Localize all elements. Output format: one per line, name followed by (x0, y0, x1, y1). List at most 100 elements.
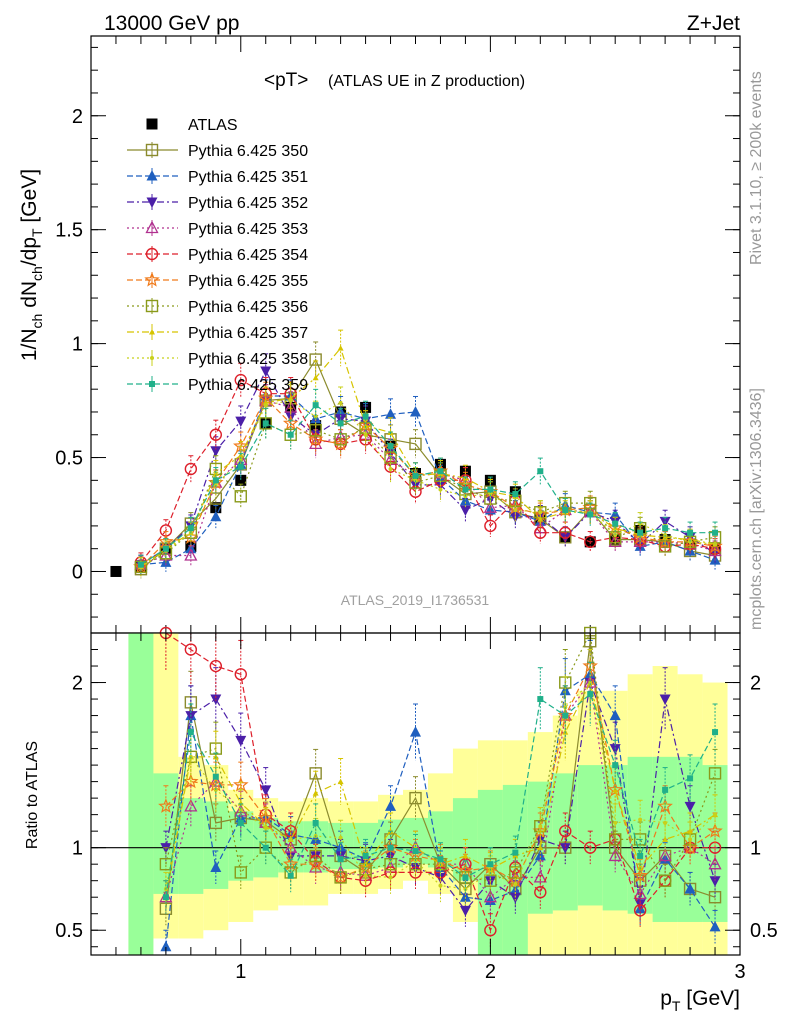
data-point (512, 491, 519, 498)
y-tick-label-right: 0.5 (750, 920, 778, 942)
data-point (312, 402, 319, 409)
data-point (487, 486, 494, 493)
series-line (165, 630, 716, 882)
data-point (387, 844, 394, 851)
ratio-ylabel: Ratio to ATLAS (24, 741, 41, 849)
data-point (338, 835, 343, 840)
data-point (363, 873, 368, 878)
data-point (184, 798, 198, 812)
data-point (184, 548, 198, 561)
data-point (210, 861, 222, 872)
series-line (140, 422, 716, 568)
y-tick-label: 2 (72, 106, 83, 128)
band-green (178, 798, 204, 894)
data-point (412, 847, 419, 854)
data-point (688, 837, 693, 842)
data-point (613, 820, 618, 825)
data-point (537, 696, 544, 703)
data-point (312, 790, 319, 796)
data-point (162, 545, 169, 552)
data-point (637, 864, 644, 870)
legend-entry: Pythia 6.425 352 (127, 194, 308, 212)
data-point (659, 694, 671, 706)
data-point (282, 415, 299, 430)
data-point (385, 800, 397, 811)
data-point (632, 867, 648, 883)
y-tick-label: 0.5 (55, 920, 83, 942)
legend-marker (149, 381, 155, 387)
data-point (488, 492, 493, 497)
x-tick-label: 3 (734, 961, 745, 983)
data-point (712, 729, 719, 736)
data-point (588, 680, 593, 685)
legend-label: Pythia 6.425 350 (188, 143, 308, 160)
data-point (559, 824, 572, 838)
data-point (234, 373, 247, 387)
data-point (709, 876, 721, 887)
legend-label: Pythia 6.425 351 (188, 169, 308, 186)
data-point (662, 534, 669, 540)
data-point (260, 785, 272, 796)
data-point (162, 894, 169, 901)
data-point (234, 490, 247, 503)
series-pythia-6-425-359 (162, 661, 719, 914)
data-point (608, 841, 622, 854)
data-point (210, 446, 222, 457)
data-point (312, 374, 319, 381)
data-point (562, 712, 569, 719)
data-point (633, 904, 647, 917)
data-point (534, 886, 547, 899)
data-point (288, 837, 293, 842)
legend-entry: Pythia 6.425 356 (127, 298, 308, 316)
header-right: Z+Jet (687, 12, 740, 35)
legend-marker (145, 143, 159, 157)
data-point (438, 883, 443, 888)
data-point (484, 519, 497, 533)
data-point (437, 468, 444, 475)
data-point (712, 529, 719, 536)
data-point (287, 872, 294, 879)
data-point (459, 891, 471, 902)
legend-entry: Pythia 6.425 351 (127, 168, 308, 186)
data-point (537, 844, 544, 851)
y-tick-label: 1 (72, 838, 83, 860)
legend-entry: Pythia 6.425 355 (127, 271, 308, 290)
data-point (337, 420, 344, 427)
data-point (537, 468, 544, 475)
plot-title-sub: (ATLAS UE in Z production) (328, 73, 525, 90)
data-point (262, 420, 269, 427)
data-point (234, 668, 247, 681)
data-point (487, 861, 494, 868)
data-point (212, 773, 219, 780)
legend-label: ATLAS (188, 117, 238, 134)
data-point (462, 486, 469, 493)
ratio-panel: 0.5 0.5 1 1 2 2 1 2 3 (55, 626, 778, 983)
data-point (312, 819, 319, 826)
data-point (387, 443, 394, 450)
data-point (362, 852, 369, 859)
data-point (260, 366, 272, 377)
data-point (513, 881, 518, 886)
data-point (213, 482, 218, 487)
series-pythia-6-425-356 (134, 407, 722, 577)
data-point (362, 413, 369, 420)
data-point (158, 798, 174, 813)
svg-text:pT [GeV]: pT [GeV] (660, 987, 740, 1014)
data-point (337, 345, 344, 351)
data-point (459, 505, 471, 516)
data-point (562, 506, 569, 513)
data-point (483, 500, 497, 513)
data-point (309, 424, 322, 437)
data-point (513, 507, 518, 512)
series-line (140, 404, 715, 566)
data-point (313, 414, 318, 419)
data-point (608, 848, 622, 862)
data-point (462, 874, 469, 881)
data-point (110, 565, 122, 577)
data-point (309, 436, 323, 450)
legend-label: Pythia 6.425 353 (188, 221, 308, 238)
y-tick-label-right: 2 (750, 673, 761, 695)
x-tick-label: 1 (235, 961, 246, 983)
data-point (337, 856, 344, 863)
y-tick-label: 0.5 (55, 448, 83, 470)
